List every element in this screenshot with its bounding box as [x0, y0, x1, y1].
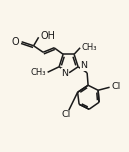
Text: CH₃: CH₃	[30, 68, 46, 77]
Text: Cl: Cl	[62, 110, 71, 119]
Text: N: N	[80, 61, 87, 71]
Text: CH₃: CH₃	[82, 43, 97, 52]
Text: Cl: Cl	[111, 82, 120, 91]
Text: N: N	[62, 69, 69, 78]
Text: O: O	[11, 37, 19, 47]
Text: OH: OH	[40, 31, 55, 41]
